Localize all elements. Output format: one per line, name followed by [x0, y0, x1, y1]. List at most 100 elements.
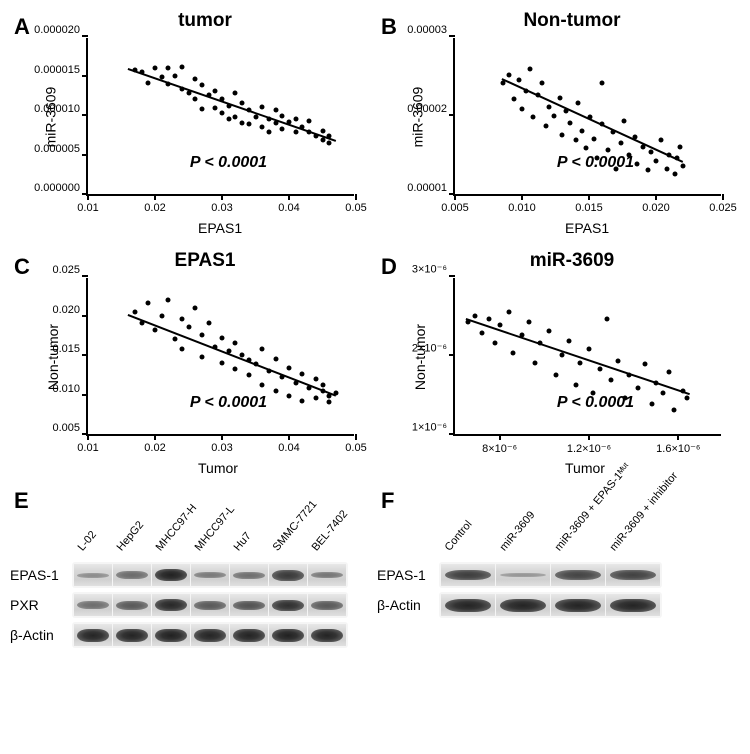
panel-f: F ControlmiR-3609miR-3609 + EPAS-1ᴹᵘᵗmiR…: [377, 490, 740, 652]
x-tick-label: 0.010: [508, 202, 536, 214]
lane-label: miR-3609 + inhibitor: [563, 483, 641, 560]
blot-band: [272, 600, 304, 611]
data-point: [497, 322, 502, 327]
data-point: [206, 321, 211, 326]
data-point: [173, 73, 178, 78]
blot-band: [77, 573, 109, 578]
data-point: [659, 138, 664, 143]
data-point: [636, 386, 641, 391]
data-point: [246, 372, 251, 377]
x-tick-label: 0.04: [278, 202, 299, 214]
data-point: [501, 81, 506, 86]
data-point: [233, 341, 238, 346]
blot-band: [610, 599, 655, 612]
data-point: [642, 362, 647, 367]
data-point: [493, 341, 498, 346]
p-value: P < 0.0001: [190, 394, 267, 412]
data-point: [246, 122, 251, 127]
data-point: [621, 119, 626, 124]
data-point: [576, 101, 581, 106]
data-point: [587, 346, 592, 351]
data-point: [552, 113, 557, 118]
data-point: [280, 127, 285, 132]
y-tick-label: 0.000020: [34, 24, 80, 36]
data-point: [573, 137, 578, 142]
data-point: [240, 120, 245, 125]
blot-row: EPAS-1: [10, 562, 373, 588]
data-point: [506, 72, 511, 77]
chart-c: EPAS10.0050.0100.0150.0200.0250.010.020.…: [10, 250, 370, 482]
blot-lane: [74, 564, 112, 586]
data-point: [213, 105, 218, 110]
chart-b: Non-tumor0.000010.000020.000030.0050.010…: [377, 10, 737, 242]
blot-lane: [191, 564, 229, 586]
blot-row: EPAS-1: [377, 562, 740, 588]
blot-lane: [269, 564, 307, 586]
blot-band: [311, 601, 343, 610]
data-point: [560, 353, 565, 358]
blot-band: [194, 572, 226, 578]
data-point: [546, 105, 551, 110]
data-point: [199, 82, 204, 87]
x-axis-label: Tumor: [198, 460, 238, 476]
blot-lane: [230, 594, 268, 616]
x-axis-label: EPAS1: [198, 220, 242, 236]
data-point: [605, 147, 610, 152]
data-point: [568, 120, 573, 125]
blot-lane: [308, 624, 346, 646]
data-point: [685, 396, 690, 401]
data-point: [479, 330, 484, 335]
blot-lane: [74, 594, 112, 616]
data-point: [213, 89, 218, 94]
blot-lane: [191, 594, 229, 616]
y-tick-label: 0.00003: [407, 24, 447, 36]
data-point: [199, 106, 204, 111]
blot-row-label: β-Actin: [377, 597, 439, 613]
data-point: [220, 360, 225, 365]
data-point: [327, 140, 332, 145]
blot-lane: [606, 594, 660, 616]
p-value: P < 0.0001: [557, 154, 634, 172]
figure-grid: A tumor0.0000000.0000050.0000100.0000150…: [10, 10, 740, 652]
y-axis-label: miR-3609: [42, 87, 58, 148]
data-point: [179, 64, 184, 69]
data-point: [533, 360, 538, 365]
y-tick-label: 0.000015: [34, 64, 80, 76]
blot-row: PXR: [10, 592, 373, 618]
chart-title: Non-tumor: [407, 10, 737, 32]
x-tick-label: 0.03: [211, 202, 232, 214]
regression-line: [502, 78, 684, 162]
data-point: [233, 90, 238, 95]
data-point: [179, 317, 184, 322]
data-point: [544, 124, 549, 129]
blot-band: [500, 599, 545, 612]
blot-lane: [230, 624, 268, 646]
data-point: [253, 114, 258, 119]
x-tick-label: 0.04: [278, 442, 299, 454]
blot-lane: [269, 624, 307, 646]
panel-b: B Non-tumor0.000010.000020.000030.0050.0…: [377, 10, 740, 242]
blot-band: [555, 570, 600, 580]
blot-lane: [308, 564, 346, 586]
data-point: [300, 398, 305, 403]
blot-lane: [269, 594, 307, 616]
data-point: [648, 150, 653, 155]
data-point: [660, 390, 665, 395]
data-point: [526, 319, 531, 324]
western-blot-e: L-02HepG2MHCC97-HMHCC97-LHu7SMMC-7721BEL…: [10, 504, 373, 648]
x-tick-label: 1.2×10⁻⁶: [567, 442, 611, 455]
data-point: [293, 116, 298, 121]
x-tick-label: 0.025: [709, 202, 737, 214]
data-point: [132, 309, 137, 314]
blot-band: [77, 601, 109, 609]
data-point: [287, 365, 292, 370]
blot-lane: [551, 564, 605, 586]
data-point: [260, 105, 265, 110]
blot-row: β-Actin: [10, 622, 373, 648]
data-point: [560, 132, 565, 137]
y-tick-label: 0.000000: [34, 182, 80, 194]
data-point: [580, 128, 585, 133]
y-tick-label: 1×10⁻⁶: [412, 421, 447, 434]
data-point: [664, 166, 669, 171]
data-point: [166, 66, 171, 71]
